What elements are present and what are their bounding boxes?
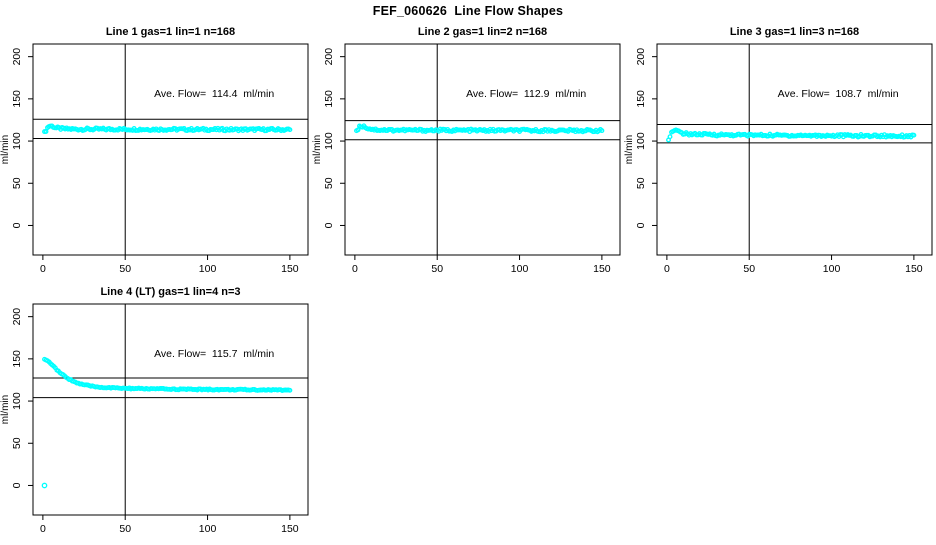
y-tick-label: 50	[11, 177, 23, 189]
x-tick-label: 0	[40, 263, 46, 275]
x-tick-label: 50	[431, 263, 443, 275]
line-flow-chart-4: Line 4 (LT) gas=1 lin=4 n=3 0 50 100 150 0 50 1…	[0, 286, 309, 535]
y-axis: 0 50 100 150 200	[11, 308, 33, 488]
ave-flow-annotation: Ave. Flow= 108.7 ml/min	[778, 88, 899, 100]
x-tick-label: 0	[664, 263, 670, 275]
figure-title: FEF_060626 Line Flow Shapes	[372, 4, 564, 18]
line-flow-chart-2: Line 2 gas=1 lin=2 n=168 0 50 100 150 0 50 100 1…	[312, 26, 621, 275]
x-tick-label: 50	[119, 263, 131, 275]
x-tick-label: 100	[199, 263, 217, 275]
y-tick-label: 0	[323, 222, 335, 228]
y-axis: 0 50 100 150 200	[323, 48, 345, 228]
data-point	[287, 387, 293, 393]
reference-lines	[33, 304, 308, 515]
data-point	[43, 129, 49, 134]
y-tick-label: 100	[635, 132, 647, 150]
reference-lines	[657, 44, 932, 255]
panel-title: Line 2 gas=1 lin=2 n=168	[418, 26, 547, 38]
x-tick-label: 150	[281, 523, 299, 535]
x-tick-label: 50	[743, 263, 755, 275]
plot-box	[656, 43, 933, 256]
data-point	[599, 128, 605, 134]
y-tick-label: 150	[635, 90, 647, 108]
panels-grid: Line 1 gas=1 lin=1 n=168 0 50 100 150 0 50 100 1…	[0, 20, 936, 540]
ave-flow-annotation: Ave. Flow= 112.9 ml/min	[466, 88, 586, 100]
y-axis-label: ml/min	[0, 395, 11, 424]
y-tick-label: 100	[11, 132, 23, 150]
y-tick-label: 100	[323, 132, 335, 150]
y-tick-label: 50	[323, 177, 335, 189]
panel-title: Line 3 gas=1 lin=3 n=168	[730, 26, 859, 38]
data-point	[667, 134, 673, 140]
data-series	[354, 123, 605, 135]
panel-title: Line 1 gas=1 lin=1 n=168	[106, 26, 235, 38]
y-axis-label: ml/min	[312, 135, 323, 164]
y-tick-label: 100	[11, 392, 23, 410]
y-tick-label: 0	[11, 482, 23, 488]
line-flow-chart-3: Line 3 gas=1 lin=3 n=168 0 50 100 150 0 50 100 1…	[624, 26, 933, 275]
y-tick-label: 150	[11, 90, 23, 108]
plot-box	[32, 43, 309, 256]
panel-line-2: Line 2 gas=1 lin=2 n=168 0 50 100 150 0 50 100 1…	[312, 20, 624, 280]
plot-box	[344, 43, 621, 256]
x-axis: 0 50 100 150	[40, 515, 299, 535]
y-tick-label: 50	[635, 177, 647, 189]
x-tick-label: 0	[352, 263, 358, 275]
reference-lines	[345, 44, 620, 255]
x-axis: 0 50 100 150	[352, 255, 611, 275]
y-tick-label: 150	[11, 350, 23, 368]
plot-box	[32, 303, 309, 516]
y-axis: 0 50 100 150 200	[11, 48, 33, 228]
x-tick-label: 100	[511, 263, 529, 275]
panel-title: Line 4 (LT) gas=1 lin=4 n=3	[100, 286, 240, 298]
y-axis: 0 50 100 150 200	[635, 48, 657, 228]
outlier-point	[41, 482, 48, 489]
x-axis: 0 50 100 150	[664, 255, 923, 275]
x-tick-label: 50	[119, 523, 131, 535]
data-series	[41, 356, 293, 489]
data-series	[42, 123, 293, 135]
x-axis: 0 50 100 150	[40, 255, 299, 275]
empty-slot	[624, 280, 936, 540]
line-flow-chart-1: Line 1 gas=1 lin=1 n=168 0 50 100 150 0 50 100 1…	[0, 26, 309, 275]
reference-lines	[33, 44, 308, 255]
y-tick-label: 200	[323, 48, 335, 66]
y-tick-label: 0	[11, 222, 23, 228]
x-tick-label: 100	[823, 263, 841, 275]
x-tick-label: 150	[905, 263, 923, 275]
x-tick-label: 100	[199, 523, 217, 535]
ave-flow-annotation: Ave. Flow= 115.7 ml/min	[154, 348, 274, 360]
y-tick-label: 150	[323, 90, 335, 108]
y-tick-label: 50	[11, 437, 23, 449]
ave-flow-annotation: Ave. Flow= 114.4 ml/min	[154, 88, 274, 100]
y-axis-label: ml/min	[0, 135, 11, 164]
y-axis-label: ml/min	[624, 135, 635, 164]
y-tick-label: 0	[635, 222, 647, 228]
data-point	[287, 127, 293, 133]
y-tick-label: 200	[11, 48, 23, 66]
data-series	[666, 127, 917, 143]
data-point	[355, 127, 361, 133]
panel-line-1: Line 1 gas=1 lin=1 n=168 0 50 100 150 0 50 100 1…	[0, 20, 312, 280]
y-tick-label: 200	[635, 48, 647, 66]
x-tick-label: 150	[281, 263, 299, 275]
x-tick-label: 0	[40, 523, 46, 535]
panel-line-3: Line 3 gas=1 lin=3 n=168 0 50 100 150 0 50 100 1…	[624, 20, 936, 280]
data-point	[911, 132, 917, 138]
y-tick-label: 200	[11, 308, 23, 326]
empty-slot	[312, 280, 624, 540]
x-tick-label: 150	[593, 263, 611, 275]
panel-line-4: Line 4 (LT) gas=1 lin=4 n=3 0 50 100 150 0 50 1…	[0, 280, 312, 540]
